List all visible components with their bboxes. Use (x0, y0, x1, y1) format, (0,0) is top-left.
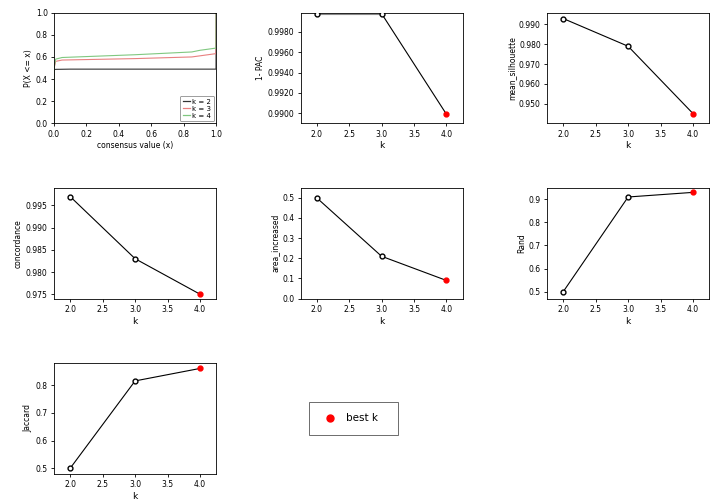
X-axis label: k: k (626, 317, 631, 326)
Legend: k = 2, k = 3, k = 4: k = 2, k = 3, k = 4 (180, 96, 214, 121)
X-axis label: k: k (132, 492, 138, 501)
Y-axis label: concordance: concordance (14, 219, 23, 268)
X-axis label: k: k (626, 142, 631, 151)
X-axis label: consensus value (x): consensus value (x) (97, 142, 174, 151)
Y-axis label: Jaccard: Jaccard (24, 404, 33, 432)
Y-axis label: Rand: Rand (517, 233, 526, 253)
X-axis label: k: k (379, 142, 384, 151)
Y-axis label: area_increased: area_increased (270, 214, 279, 272)
X-axis label: k: k (132, 317, 138, 326)
X-axis label: k: k (379, 317, 384, 326)
Y-axis label: P(X <= x): P(X <= x) (24, 49, 33, 87)
Text: best k: best k (346, 413, 378, 423)
Bar (309, 402, 398, 435)
Y-axis label: 1- PAC: 1- PAC (256, 56, 265, 80)
Y-axis label: mean_silhouette: mean_silhouette (507, 36, 516, 100)
